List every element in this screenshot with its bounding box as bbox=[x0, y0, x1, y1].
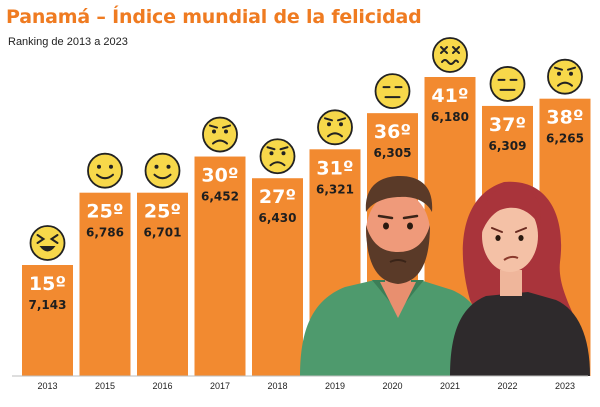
man-illustration bbox=[300, 176, 494, 376]
bars-layer: 15º 7,143 25º 6,786 25º 6,701 30º 6,452 27º 6,430… bbox=[22, 37, 591, 377]
score-label-2015: 6,786 bbox=[86, 226, 124, 240]
rank-label-2019: 31º bbox=[316, 157, 353, 179]
smiling-face-icon bbox=[87, 152, 123, 189]
score-label-2022: 6,309 bbox=[489, 139, 527, 153]
bar-2013 bbox=[22, 265, 73, 376]
score-label-2023: 6,265 bbox=[546, 132, 584, 146]
score-label-2016: 6,701 bbox=[144, 226, 182, 240]
tick-label-2023: 2023 bbox=[555, 381, 575, 391]
rank-label-2020: 36º bbox=[374, 121, 411, 143]
rank-label-2015: 25º bbox=[86, 201, 123, 223]
sad-face-icon bbox=[259, 138, 296, 175]
rank-label-2013: 15º bbox=[29, 273, 66, 295]
score-label-2020: 6,305 bbox=[374, 146, 412, 160]
bar-2017 bbox=[194, 156, 246, 376]
tick-label-2013: 2013 bbox=[37, 381, 57, 391]
chart-title: Panamá – Índice mundial de la felicidad bbox=[6, 6, 422, 28]
smiling-face-icon bbox=[144, 152, 181, 189]
tick-label-2020: 2020 bbox=[382, 381, 402, 391]
score-label-2021: 6,180 bbox=[431, 110, 469, 124]
tick-label-2022: 2022 bbox=[497, 381, 517, 391]
sad-face-icon bbox=[547, 58, 583, 95]
rank-label-2023: 38º bbox=[546, 107, 583, 129]
score-label-2018: 6,430 bbox=[259, 211, 297, 225]
laughing-face-icon bbox=[29, 225, 66, 261]
rank-label-2022: 37º bbox=[489, 114, 526, 136]
neutral-face-icon bbox=[374, 73, 411, 110]
score-label-2019: 6,321 bbox=[316, 182, 354, 196]
chart-subtitle: Ranking de 2013 a 2023 bbox=[8, 36, 128, 48]
tick-label-2019: 2019 bbox=[325, 381, 345, 391]
score-label-2017: 6,452 bbox=[201, 190, 239, 204]
sad-face-icon bbox=[202, 116, 238, 153]
tick-label-2016: 2016 bbox=[152, 381, 172, 391]
rank-label-2016: 25º bbox=[144, 201, 181, 223]
bar-2018 bbox=[252, 178, 303, 376]
rank-label-2021: 41º bbox=[431, 85, 468, 107]
bar-2016 bbox=[137, 192, 188, 376]
sad-face-icon bbox=[317, 109, 353, 146]
tick-label-2017: 2017 bbox=[210, 381, 230, 391]
tick-label-2015: 2015 bbox=[95, 381, 115, 391]
dizzy-face-icon bbox=[432, 37, 468, 73]
rank-label-2017: 30º bbox=[201, 165, 238, 187]
bar-2015 bbox=[79, 192, 131, 376]
woman-illustration bbox=[450, 181, 590, 376]
rank-label-2018: 27º bbox=[259, 186, 296, 208]
tick-labels: 2013 2015 2016 2017 2018 2019 2020 2021 2022 2023 bbox=[37, 381, 575, 391]
score-label-2013: 7,143 bbox=[29, 298, 67, 312]
tick-label-2021: 2021 bbox=[440, 381, 460, 391]
tick-label-2018: 2018 bbox=[267, 381, 287, 391]
neutral-face-icon bbox=[489, 66, 526, 102]
